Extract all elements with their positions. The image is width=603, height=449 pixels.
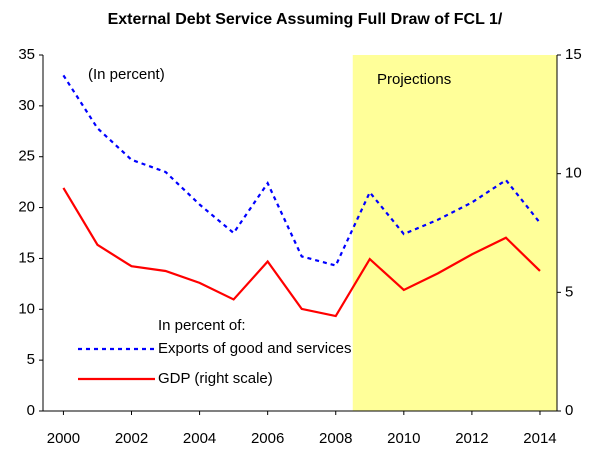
y-tick-label: 0 [27, 402, 35, 419]
legend-label: Exports of good and services [158, 340, 351, 357]
x-tick-label: 2010 [387, 430, 420, 447]
y-tick-label: 10 [18, 300, 35, 317]
projection-label: Projections [377, 71, 451, 88]
x-tick-label: 2008 [319, 430, 352, 447]
chart-title: External Debt Service Assuming Full Draw… [108, 11, 503, 28]
y-tick-label: 5 [27, 351, 35, 368]
y-tick-label: 25 [18, 148, 35, 165]
legend-label: GDP (right scale) [158, 370, 273, 387]
y-tick-label: 35 [18, 46, 35, 63]
x-tick-label: 2012 [455, 430, 488, 447]
x-tick-label: 2000 [47, 430, 80, 447]
series-line [62, 187, 541, 318]
legend-title: In percent of: [158, 317, 246, 334]
series-line [62, 74, 541, 267]
y2-tick-label: 10 [565, 165, 582, 182]
y2-tick-label: 15 [565, 46, 582, 63]
y-tick-label: 30 [18, 97, 35, 114]
annotation: (In percent) [88, 66, 165, 83]
y-tick-label: 15 [18, 249, 35, 266]
x-tick-label: 2006 [251, 430, 284, 447]
x-tick-label: 2004 [183, 430, 216, 447]
projection-shade [352, 55, 557, 411]
y2-tick-label: 0 [565, 402, 573, 419]
x-tick-label: 2002 [115, 430, 148, 447]
x-tick-label: 2014 [523, 430, 556, 447]
y2-tick-label: 5 [565, 283, 573, 300]
y-tick-label: 20 [18, 199, 35, 216]
